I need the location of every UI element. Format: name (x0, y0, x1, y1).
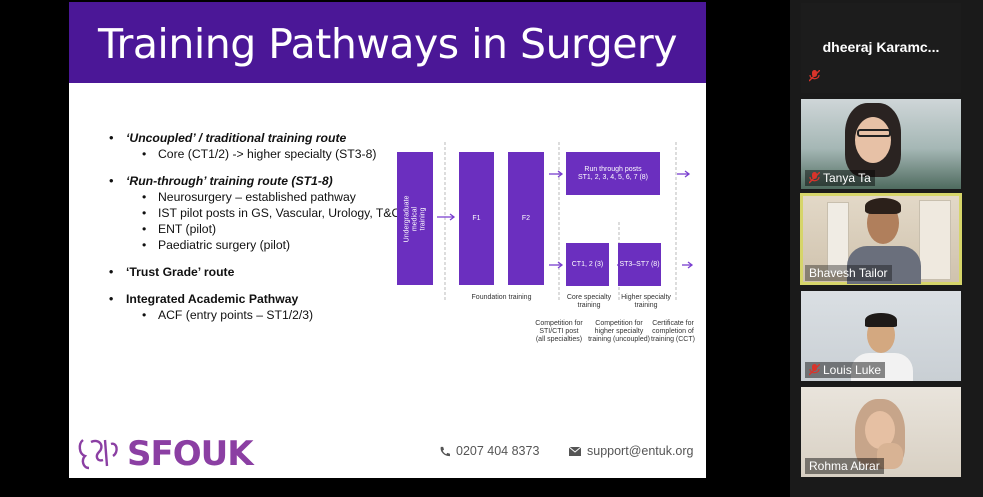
mute-icon (809, 364, 820, 376)
core-label-line: training (577, 302, 601, 309)
presentation-slide: Training Pathways in Surgery ‘Uncoupled’… (69, 2, 706, 478)
participant-tile[interactable]: Rohma Abrar (801, 387, 961, 477)
participant-panel: dheeraj Karamc... Tanya Ta Bhavesh Tailo… (795, 0, 983, 497)
mute-icon (809, 172, 820, 184)
email-contact: support@entuk.org (569, 444, 694, 458)
st-box: ST3–ST7 (8) (618, 243, 661, 286)
comp-line: higher specialty (594, 328, 644, 335)
bullet-run-through: ‘Run-through’ training route (ST1-8) (109, 173, 409, 189)
participant-video (851, 353, 913, 381)
sfouk-logo: SFOUK (75, 430, 260, 474)
comp-line: training (CCT) (651, 336, 695, 343)
email-icon (569, 446, 581, 456)
participant-name: Tanya Ta (823, 171, 871, 185)
comp-line: Certificate for (652, 320, 694, 327)
participant-name: Bhavesh Tailor (809, 266, 888, 280)
core-training-label: Core specialty training (559, 294, 619, 310)
comp-line: Competition for (595, 320, 643, 327)
f2-box: F2 (508, 152, 544, 285)
participant-tile[interactable]: Louis Luke (801, 291, 961, 381)
email-address: support@entuk.org (587, 444, 694, 458)
competition-1-label: Competition for STI/CTI post (all specia… (529, 320, 589, 344)
comp-line: completion of (652, 328, 694, 335)
ct-box: CT1, 2 (3) (566, 243, 609, 286)
core-label-line: Core specialty (566, 294, 612, 301)
run-through-box: Run through posts ST1, 2, 3, 4, 5, 6, 7 … (566, 152, 660, 195)
higher-label-line: Higher specialty (621, 294, 671, 301)
slide-title: Training Pathways in Surgery (97, 20, 678, 68)
participant-video (865, 313, 897, 327)
sub-bullet: Core (CT1/2) -> higher specialty (ST3-8) (109, 146, 409, 162)
sub-bullet: Paediatric surgery (pilot) (109, 237, 409, 253)
participant-name: Rohma Abrar (809, 459, 880, 473)
competition-2-label: Competition for higher specialty trainin… (587, 320, 651, 344)
phone-contact: 0207 404 8373 (439, 444, 539, 458)
participant-video (827, 202, 849, 274)
run-through-label: Run through posts (584, 165, 642, 173)
f1-box: F1 (459, 152, 494, 285)
glasses-icon (857, 129, 891, 137)
sub-bullet: ENT (pilot) (109, 221, 409, 237)
bullet-trust-grade: ‘Trust Grade’ route (109, 264, 409, 280)
sub-bullet: ACF (entry points – ST1/2/3) (109, 307, 409, 323)
higher-training-label: Higher specialty training (616, 294, 676, 310)
phone-icon (440, 446, 450, 456)
slide-footer: SFOUK 0207 404 8373 support@entuk.org (69, 422, 706, 478)
bullet-uncoupled: ‘Uncoupled’ / traditional training route (109, 130, 409, 146)
higher-label-line: training (634, 302, 658, 309)
slide-header: Training Pathways in Surgery (69, 2, 706, 83)
participant-tile[interactable]: dheeraj Karamc... (801, 3, 961, 93)
comp-line: STI/CTI post (539, 328, 579, 335)
run-through-grades: ST1, 2, 3, 4, 5, 6, 7 (8) (577, 173, 649, 181)
comp-line: (all specialties) (535, 336, 583, 343)
comp-line: training (uncoupled) (588, 336, 650, 343)
sub-bullet: Neurosurgery – established pathway (109, 189, 409, 205)
logo-text: SFOUK (127, 434, 254, 474)
participant-video (919, 200, 951, 280)
participant-face (865, 411, 895, 449)
bullet-list: ‘Uncoupled’ / traditional training route… (109, 130, 409, 323)
participant-label: Rohma Abrar (805, 458, 884, 474)
foundation-training-label: Foundation training (471, 294, 532, 301)
cct-label: Certificate for completion of training (… (647, 320, 699, 344)
undergrad-box: Undergraduate medical training (397, 152, 433, 285)
phone-number: 0207 404 8373 (456, 444, 540, 458)
training-pathway-diagram: Undergraduate medical training F1 F2 Run… (389, 142, 699, 362)
participant-name: Louis Luke (823, 363, 882, 377)
participant-face (855, 117, 891, 163)
mute-icon (808, 69, 821, 87)
participant-label: Louis Luke (805, 362, 886, 378)
participant-label: Tanya Ta (805, 170, 875, 186)
comp-line: Competition for (535, 320, 583, 327)
participant-video (877, 443, 903, 469)
participant-video (847, 246, 921, 284)
participant-name: dheeraj Karamc... (822, 39, 940, 55)
participant-tile[interactable]: Tanya Ta (801, 99, 961, 189)
undergrad-label: Undergraduate medical training (403, 195, 427, 242)
sub-bullet: IST pilot posts in GS, Vascular, Urology… (109, 205, 409, 221)
participant-video (865, 198, 901, 214)
participant-tile-active[interactable]: Bhavesh Tailor (800, 193, 962, 285)
logo-icon (78, 439, 118, 470)
shared-screen: Training Pathways in Surgery ‘Uncoupled’… (0, 0, 790, 497)
participant-label: Bhavesh Tailor (805, 265, 892, 281)
bullet-academic: Integrated Academic Pathway (109, 291, 409, 307)
